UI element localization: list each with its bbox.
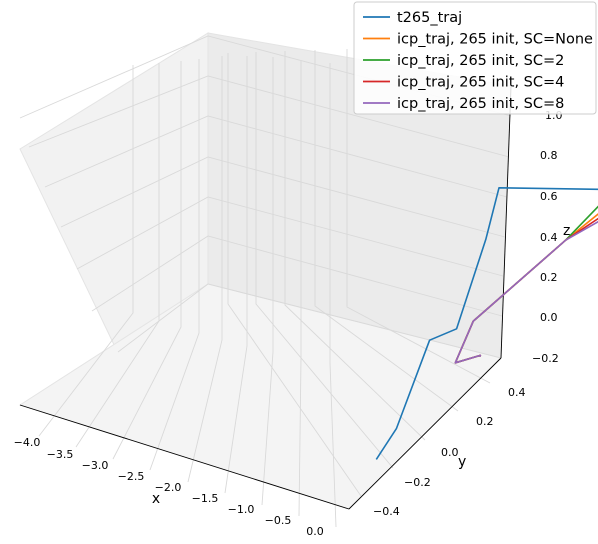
x-axis-label: x	[152, 491, 160, 507]
legend-label: icp_traj, 265 init, SC=8	[397, 96, 564, 112]
axis-lines	[19, 85, 512, 510]
x-tick-label: 0.0	[306, 525, 324, 538]
legend-label: icp_traj, 265 init, SC=4	[397, 75, 564, 91]
z-tick-label: 0.2	[540, 271, 558, 284]
grid-z	[19, 35, 512, 359]
grid-x-line	[112, 61, 182, 460]
z-axis-label: z	[563, 223, 570, 239]
legend-label: icp_traj, 265 init, SC=None	[397, 32, 593, 48]
x-tick-label: −2.0	[155, 481, 182, 494]
x-tick-label: −3.0	[82, 459, 109, 472]
grid-x-line	[38, 65, 134, 437]
y-ticks: −0.4 −0.2 0.0 0.2 0.4	[373, 386, 526, 518]
y-tick-label: −0.4	[373, 505, 400, 518]
y-axis-line	[348, 357, 502, 510]
grid-y-line	[346, 49, 491, 384]
z-tick-label: 0.0	[540, 311, 558, 324]
grid-x-line	[224, 56, 248, 494]
series-line-1	[375, 187, 598, 460]
z-tick-label: 0.4	[540, 231, 558, 244]
grid-x-line	[261, 57, 274, 506]
y-tick-label: 0.4	[508, 386, 526, 399]
series-layer	[375, 187, 598, 460]
z-ticks: −0.2 0.0 0.2 0.4 0.6 0.8 1.0	[532, 109, 563, 365]
y-tick-label: 0.0	[441, 446, 459, 459]
grid-z-line	[60, 156, 506, 238]
x-tick-label: −1.5	[192, 492, 219, 505]
grid-x-line	[329, 63, 337, 528]
x-axis-line	[19, 404, 350, 510]
legend-box	[353, 1, 597, 115]
grid-z-line	[28, 75, 510, 158]
grid-z-line	[91, 235, 503, 317]
legend-label: icp_traj, 265 init, SC=2	[397, 53, 564, 69]
grid-x-line	[187, 56, 223, 483]
legend-label: t265_traj	[397, 10, 462, 26]
legend: t265_traj icp_traj, 265 init, SC=None icp_…	[353, 1, 597, 115]
z-tick-label: −0.2	[532, 352, 559, 365]
y-tick-label: −0.2	[404, 476, 431, 489]
grid-y-line	[255, 52, 394, 469]
grid-y-line	[227, 53, 362, 497]
x-ticks: −4.0 −3.5 −3.0 −2.5 −2.0 −1.5 −1.0 −0.5 …	[14, 436, 324, 538]
grid-z-line	[76, 196, 504, 277]
z-tick-label: 0.8	[540, 149, 558, 162]
grid-z-line	[44, 115, 508, 198]
z-axis-line	[500, 85, 512, 359]
grid-y	[227, 49, 491, 497]
z-tick-label: 0.6	[540, 190, 558, 203]
gridlines	[19, 35, 512, 528]
x-tick-label: −0.5	[265, 514, 292, 527]
grid-x-line	[149, 59, 200, 471]
series-line-5	[454, 220, 598, 364]
y-tick-label: 0.2	[476, 415, 494, 428]
x-tick-label: −4.0	[14, 436, 41, 449]
x-tick-label: −3.5	[47, 448, 74, 461]
grid-y-line	[284, 51, 426, 441]
x-tick-label: −1.0	[228, 503, 255, 516]
x-tick-label: −2.5	[118, 470, 145, 483]
grid-y-line	[314, 50, 459, 412]
y-axis-label: y	[458, 454, 466, 470]
grid-z-line	[117, 283, 502, 359]
